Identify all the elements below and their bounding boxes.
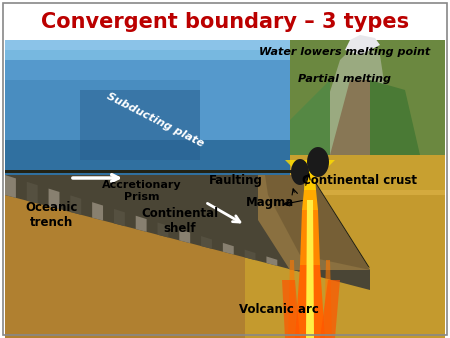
Polygon shape [27,182,38,203]
Polygon shape [158,222,168,238]
Polygon shape [170,190,445,338]
Polygon shape [5,226,445,230]
Text: Continental crust: Continental crust [302,174,418,187]
Polygon shape [136,216,147,232]
Polygon shape [291,159,309,185]
Text: Convergent boundary – 3 types: Convergent boundary – 3 types [41,12,409,32]
Polygon shape [258,175,370,270]
Polygon shape [5,190,445,194]
Polygon shape [324,260,332,338]
Polygon shape [285,160,335,175]
Polygon shape [307,147,329,177]
Polygon shape [170,190,445,195]
Polygon shape [265,175,370,270]
Polygon shape [330,80,390,155]
Polygon shape [92,202,103,220]
Polygon shape [302,190,318,210]
Polygon shape [114,209,125,226]
Polygon shape [49,189,59,209]
Polygon shape [290,40,445,155]
Polygon shape [5,175,370,290]
Polygon shape [5,40,290,175]
Text: Accretionary
Prism: Accretionary Prism [102,180,181,202]
Text: Magma: Magma [246,196,294,209]
Polygon shape [320,280,340,338]
Polygon shape [5,202,445,206]
Polygon shape [306,200,314,338]
Polygon shape [5,40,290,60]
Text: Continental
shelf: Continental shelf [141,208,219,235]
Polygon shape [5,210,445,214]
Polygon shape [266,257,277,266]
Polygon shape [179,229,190,243]
Polygon shape [5,246,445,250]
Polygon shape [5,190,445,220]
Polygon shape [5,220,445,270]
Polygon shape [201,236,212,249]
Polygon shape [5,194,445,198]
Polygon shape [245,250,256,260]
Polygon shape [5,254,445,258]
Polygon shape [310,40,395,155]
Polygon shape [5,230,445,234]
Polygon shape [5,80,200,140]
Polygon shape [295,265,325,338]
Polygon shape [345,35,380,55]
Polygon shape [5,242,445,246]
Polygon shape [5,175,16,198]
Text: Subducting plate: Subducting plate [105,91,206,149]
Polygon shape [5,206,445,210]
Polygon shape [223,243,234,255]
Polygon shape [5,175,245,185]
Polygon shape [5,250,445,254]
Polygon shape [5,270,445,338]
Polygon shape [5,170,370,268]
Polygon shape [290,80,330,155]
Polygon shape [230,100,445,190]
Polygon shape [5,198,445,202]
Polygon shape [5,140,290,175]
Polygon shape [5,238,445,242]
Polygon shape [5,40,290,50]
Polygon shape [5,214,445,218]
Polygon shape [282,280,300,338]
Text: Water lowers melting point: Water lowers melting point [259,47,430,57]
Text: Partial melting: Partial melting [298,74,391,84]
Polygon shape [288,263,299,271]
Polygon shape [5,180,245,338]
Text: Faulting: Faulting [209,174,263,187]
Polygon shape [288,260,296,338]
Text: Volcanic arc: Volcanic arc [239,303,319,316]
Polygon shape [5,258,445,262]
Polygon shape [70,195,81,215]
Polygon shape [5,222,445,226]
Polygon shape [304,160,316,190]
Polygon shape [5,218,445,222]
Text: Oceanic
trench: Oceanic trench [26,201,78,228]
Polygon shape [370,80,420,155]
Polygon shape [300,210,320,265]
Polygon shape [5,262,445,266]
Polygon shape [5,266,445,270]
Polygon shape [5,234,445,238]
Polygon shape [80,90,200,160]
